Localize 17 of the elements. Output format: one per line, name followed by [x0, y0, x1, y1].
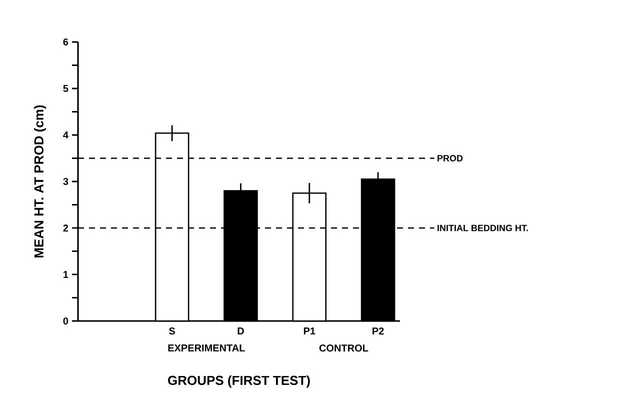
y-tick-label: 0 — [63, 317, 68, 325]
ref-line-label: INITIAL BEDDING HT. — [438, 224, 528, 232]
text: EXPERIMENTAL — [168, 344, 245, 352]
y-tick-label: 6 — [63, 38, 68, 46]
y-tick-label: 4 — [63, 132, 68, 138]
y-tick-label: 1 — [64, 271, 68, 278]
y-axis-title: MEAN HT. AT PROD (cm) — [34, 105, 46, 258]
text: CONTROL — [319, 344, 368, 352]
x-tick-label: S — [169, 328, 176, 335]
x-axis-title: GROUPS (FIRST TEST) — [168, 375, 310, 388]
x-tick-label: P2 — [372, 328, 384, 334]
y-tick-label: 5 — [63, 84, 68, 92]
x-tick-label: D — [238, 328, 244, 334]
ref-line-label: PROD — [438, 155, 463, 162]
y-tick-label: 3 — [63, 178, 68, 186]
y-tick-label: 2 — [63, 224, 68, 232]
x-tick-label: P1 — [304, 328, 316, 334]
